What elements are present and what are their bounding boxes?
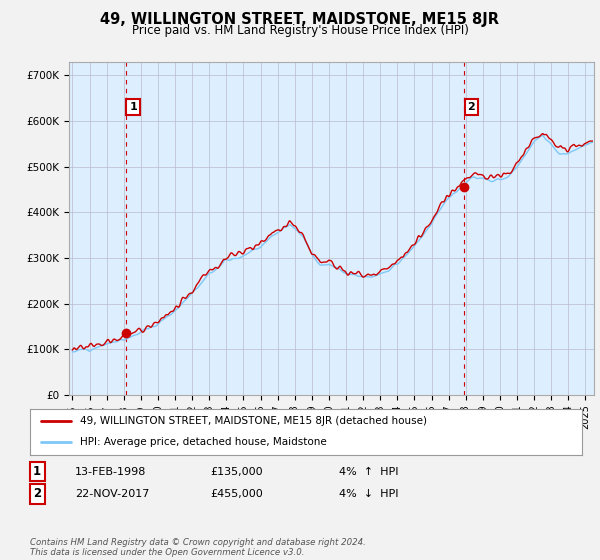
Text: £455,000: £455,000 <box>210 489 263 499</box>
Text: 4%  ↑  HPI: 4% ↑ HPI <box>339 466 398 477</box>
Text: 1: 1 <box>129 102 137 112</box>
Text: 1: 1 <box>33 465 41 478</box>
Text: 4%  ↓  HPI: 4% ↓ HPI <box>339 489 398 499</box>
Text: 49, WILLINGTON STREET, MAIDSTONE, ME15 8JR: 49, WILLINGTON STREET, MAIDSTONE, ME15 8… <box>101 12 499 27</box>
Text: HPI: Average price, detached house, Maidstone: HPI: Average price, detached house, Maid… <box>80 437 326 447</box>
Text: 13-FEB-1998: 13-FEB-1998 <box>75 466 146 477</box>
Text: 2: 2 <box>33 487 41 501</box>
Text: 2: 2 <box>467 102 475 112</box>
Text: Contains HM Land Registry data © Crown copyright and database right 2024.
This d: Contains HM Land Registry data © Crown c… <box>30 538 366 557</box>
Text: Price paid vs. HM Land Registry's House Price Index (HPI): Price paid vs. HM Land Registry's House … <box>131 24 469 37</box>
Text: £135,000: £135,000 <box>210 466 263 477</box>
Text: 22-NOV-2017: 22-NOV-2017 <box>75 489 149 499</box>
Text: 49, WILLINGTON STREET, MAIDSTONE, ME15 8JR (detached house): 49, WILLINGTON STREET, MAIDSTONE, ME15 8… <box>80 416 427 426</box>
